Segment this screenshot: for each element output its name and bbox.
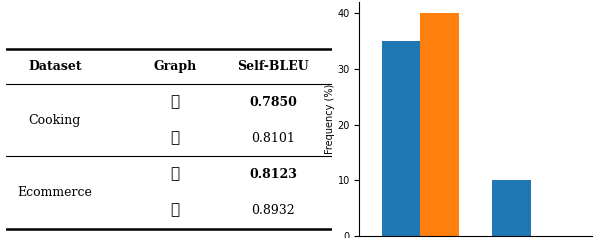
Text: 0.8101: 0.8101	[251, 132, 295, 145]
Text: 0.8123: 0.8123	[249, 168, 297, 181]
Text: 0.7850: 0.7850	[249, 96, 297, 109]
Text: ✗: ✗	[170, 131, 180, 145]
Text: Graph: Graph	[154, 60, 197, 73]
Text: Dataset: Dataset	[28, 60, 82, 73]
Text: ✓: ✓	[170, 167, 180, 181]
Text: 0.8932: 0.8932	[251, 204, 295, 217]
Text: ✗: ✗	[170, 203, 180, 218]
Text: Ecommerce: Ecommerce	[17, 186, 92, 199]
Text: ✓: ✓	[170, 95, 180, 109]
Y-axis label: Frequency (%): Frequency (%)	[325, 84, 335, 154]
Text: Self-BLEU: Self-BLEU	[237, 60, 309, 73]
Bar	[382, 41, 420, 236]
Bar	[420, 14, 459, 236]
Text: Cooking: Cooking	[29, 114, 81, 127]
Bar	[492, 180, 531, 236]
